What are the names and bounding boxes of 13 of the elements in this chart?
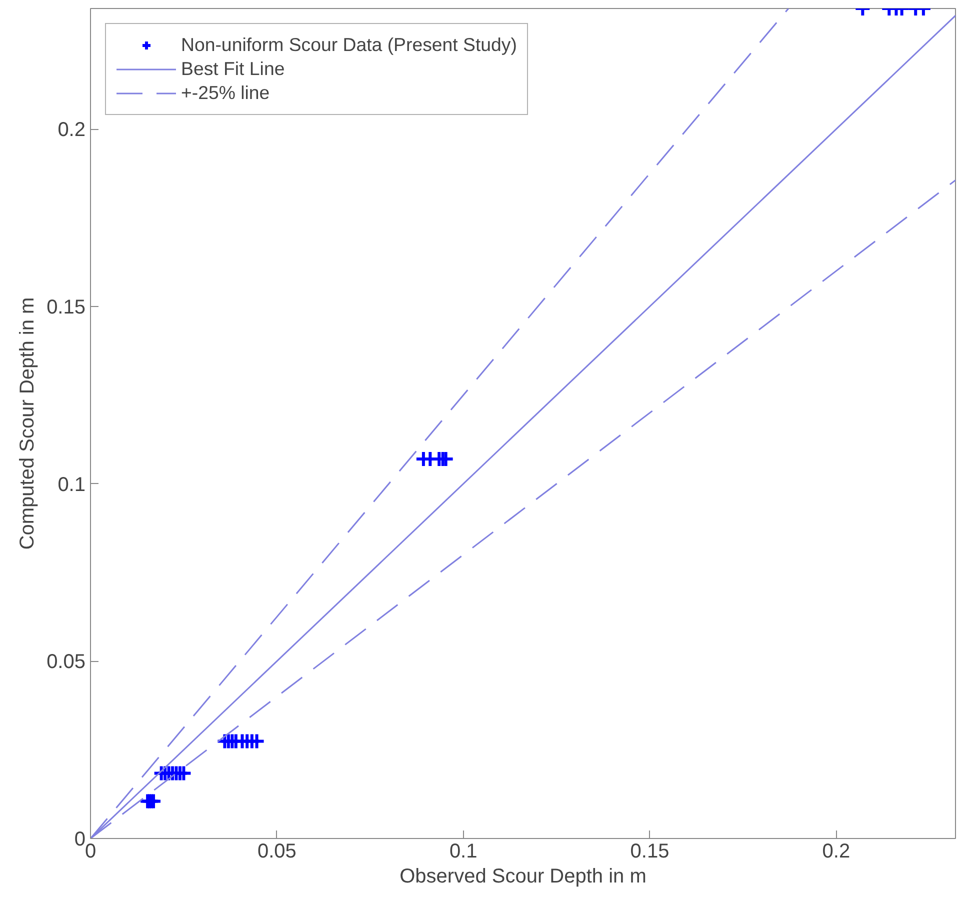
legend-label: Non-uniform Scour Data (Present Study) [181,34,517,56]
x-tick-label: 0.1 [449,840,478,862]
y-tick-label: 0.05 [46,651,86,674]
y-tick-label: 0.1 [58,474,86,496]
legend-label: +-25% line [181,82,270,104]
x-tick-label: 0.15 [630,840,670,862]
y-tick-label: 0.15 [46,296,86,318]
y-axis-title: Computed Scour Depth in m [16,297,39,550]
legend-label: Best Fit Line [181,58,285,80]
x-axis-title: Observed Scour Depth in m [400,866,646,888]
x-tick-label: 0.2 [822,840,850,862]
y-tick-label: 0.2 [58,119,86,142]
x-tick-label: 0.05 [257,840,296,862]
